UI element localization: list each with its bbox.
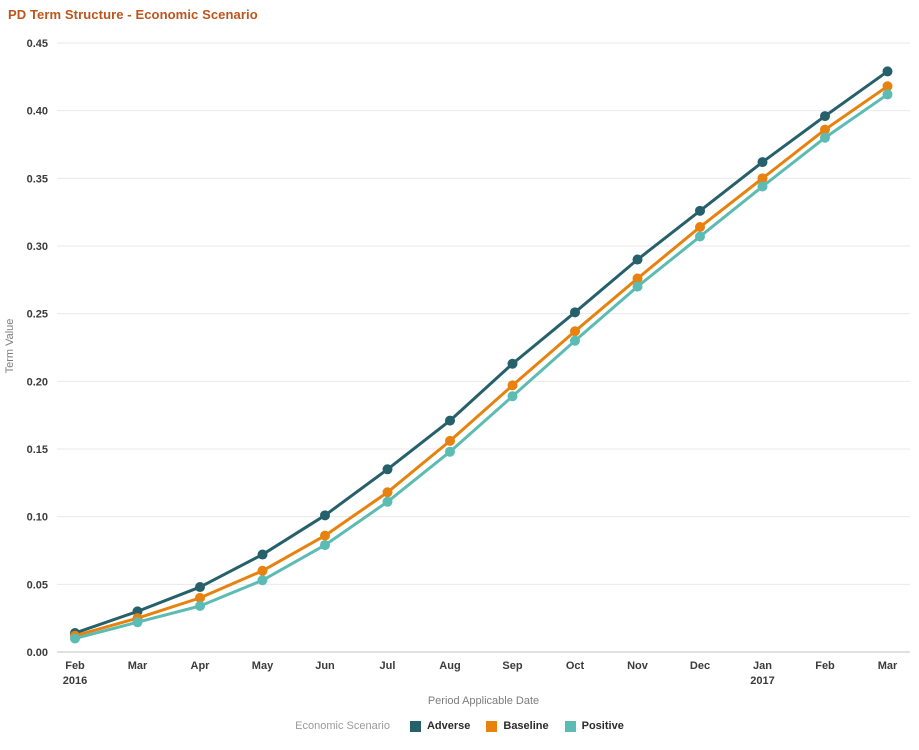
x-tick-label: Aug	[439, 660, 460, 672]
data-point-baseline[interactable]	[320, 530, 330, 541]
y-tick-label: 0.40	[27, 106, 48, 118]
x-tick-label: Sep	[502, 660, 522, 672]
data-point-adverse[interactable]	[382, 464, 393, 475]
legend: Economic Scenario Adverse Baseline Positiv…	[0, 720, 919, 732]
data-point-adverse[interactable]	[632, 254, 643, 265]
series-line-positive[interactable]	[73, 92, 889, 640]
legend-title: Economic Scenario	[295, 720, 390, 732]
data-point-positive[interactable]	[195, 600, 205, 611]
data-point-baseline[interactable]	[820, 124, 830, 135]
data-point-baseline[interactable]	[882, 81, 893, 92]
legend-label: Positive	[581, 720, 624, 732]
data-point-adverse[interactable]	[695, 205, 705, 216]
x-tick-label: May	[252, 660, 274, 672]
y-tick-label: 0.25	[27, 309, 48, 321]
x-tick-year-label: 2016	[63, 675, 87, 687]
chart-title: PD Term Structure - Economic Scenario	[8, 7, 258, 22]
data-point-baseline[interactable]	[257, 565, 268, 576]
data-point-adverse[interactable]	[320, 510, 330, 521]
y-tick-label: 0.10	[27, 512, 48, 524]
y-tick-label: 0.45	[27, 38, 48, 50]
data-point-positive[interactable]	[382, 496, 393, 507]
x-tick-label: Jul	[380, 660, 396, 672]
data-point-positive[interactable]	[132, 617, 143, 628]
legend-item-adverse[interactable]: Adverse	[409, 720, 471, 732]
legend-swatch-adverse	[409, 720, 421, 732]
data-point-baseline[interactable]	[445, 435, 455, 446]
x-tick-label: Jan	[753, 660, 772, 672]
y-tick-label: 0.15	[27, 444, 48, 456]
data-point-positive[interactable]	[632, 281, 643, 292]
x-tick-label: Mar	[878, 660, 898, 672]
legend-label: Baseline	[503, 720, 549, 732]
data-point-adverse[interactable]	[570, 307, 580, 318]
data-point-adverse[interactable]	[257, 549, 268, 560]
data-point-baseline[interactable]	[757, 173, 768, 184]
y-tick-label: 0.05	[27, 579, 48, 591]
x-axis-title: Period Applicable Date	[427, 695, 540, 707]
y-tick-label: 0.20	[27, 376, 48, 388]
x-tick-label: Oct	[566, 660, 585, 672]
data-point-adverse[interactable]	[882, 66, 893, 77]
data-point-positive[interactable]	[882, 89, 893, 100]
data-point-adverse[interactable]	[820, 111, 830, 122]
data-point-adverse[interactable]	[757, 157, 768, 168]
data-point-baseline[interactable]	[382, 487, 393, 498]
data-point-positive[interactable]	[445, 446, 455, 457]
data-point-adverse[interactable]	[507, 358, 518, 369]
data-point-positive[interactable]	[695, 231, 705, 242]
data-point-baseline[interactable]	[632, 273, 643, 284]
legend-item-positive[interactable]: Positive	[564, 720, 624, 732]
legend-item-baseline[interactable]: Baseline	[486, 720, 549, 732]
y-tick-label: 0.30	[27, 241, 48, 253]
data-point-positive[interactable]	[320, 540, 330, 551]
data-point-baseline[interactable]	[195, 592, 205, 603]
x-tick-label: Feb	[815, 660, 835, 672]
x-tick-label: Nov	[627, 660, 649, 672]
data-point-positive[interactable]	[257, 575, 268, 586]
legend-swatch-positive	[564, 720, 576, 732]
data-point-positive[interactable]	[570, 335, 580, 346]
data-point-positive[interactable]	[70, 633, 80, 644]
legend-label: Adverse	[426, 720, 471, 732]
data-point-positive[interactable]	[757, 181, 768, 192]
data-point-adverse[interactable]	[445, 415, 455, 426]
data-point-adverse[interactable]	[195, 582, 205, 593]
x-tick-label: Jun	[315, 660, 335, 672]
legend-swatch-baseline	[486, 720, 498, 732]
data-point-positive[interactable]	[820, 132, 830, 143]
y-tick-label: 0.00	[27, 647, 48, 659]
x-tick-label: Mar	[128, 660, 148, 672]
x-tick-year-label: 2017	[750, 675, 774, 687]
y-tick-label: 0.35	[27, 173, 48, 185]
x-tick-label: Dec	[690, 660, 710, 672]
x-tick-label: Feb	[65, 660, 85, 672]
data-point-positive[interactable]	[507, 391, 518, 402]
y-axis-title: Term Value	[4, 318, 16, 374]
data-point-baseline[interactable]	[507, 380, 518, 391]
x-tick-label: Apr	[191, 660, 211, 672]
data-point-baseline[interactable]	[695, 222, 705, 233]
series-line-baseline[interactable]	[73, 84, 889, 638]
data-point-baseline[interactable]	[570, 326, 580, 337]
series-line-adverse[interactable]	[73, 69, 889, 635]
